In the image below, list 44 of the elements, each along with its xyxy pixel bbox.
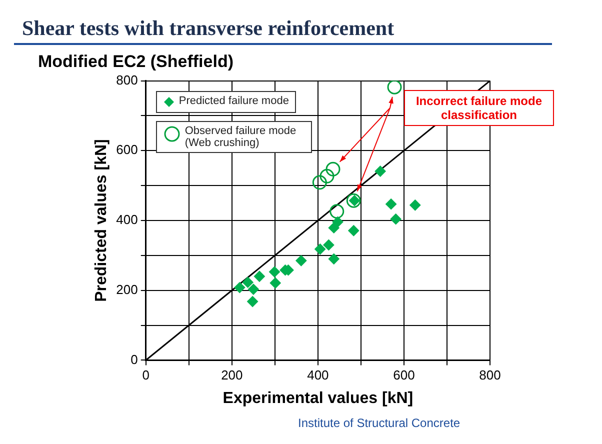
point <box>387 80 402 94</box>
point <box>247 296 258 308</box>
y-tick-label: 0 <box>130 352 138 367</box>
point <box>254 270 265 282</box>
x-axis-title: Experimental values [kN] <box>222 390 414 407</box>
point <box>328 222 340 234</box>
y-tick-label: 600 <box>116 142 138 158</box>
point <box>270 278 281 289</box>
point <box>330 204 344 219</box>
x-tick-label: 0 <box>142 368 150 383</box>
point <box>242 276 254 288</box>
legend-box: Observed failure mode (Web crushing) <box>156 120 312 153</box>
chart-title: Shear tests with transverse reinforcement <box>22 16 394 41</box>
x-tick-label: 800 <box>479 368 501 383</box>
point <box>326 162 340 176</box>
x-tick-label: 200 <box>221 368 243 383</box>
point <box>323 239 334 250</box>
legend-label: Observed failure mode (Web crushing) <box>184 124 298 149</box>
x-tick-label: 400 <box>307 368 329 383</box>
point <box>328 253 340 264</box>
y-tick-label: 200 <box>116 282 138 297</box>
point <box>312 175 327 190</box>
point <box>234 282 246 294</box>
point <box>386 198 397 210</box>
legend-box: Predicted failure mode <box>156 90 296 113</box>
annotation: Incorrect failure mode classification <box>404 90 554 126</box>
point <box>332 216 344 228</box>
point <box>296 255 307 266</box>
y-tick-label: 400 <box>116 212 138 228</box>
legend-label: Predicted failure mode <box>178 94 289 107</box>
text: Institute of Structural Concrete <box>298 416 460 430</box>
point <box>269 266 280 278</box>
point <box>248 284 259 295</box>
y-axis-title: Predicted values [kN] <box>93 139 110 302</box>
point <box>374 166 386 177</box>
point <box>410 200 421 211</box>
point <box>390 214 402 225</box>
point <box>320 168 334 184</box>
x-tick-label: 600 <box>393 368 415 383</box>
y-tick-label: 800 <box>116 72 138 88</box>
point <box>348 225 360 236</box>
point <box>346 193 361 208</box>
chart-subtitle: Modified EC2 (Sheffield) <box>38 52 234 72</box>
point <box>314 244 326 255</box>
